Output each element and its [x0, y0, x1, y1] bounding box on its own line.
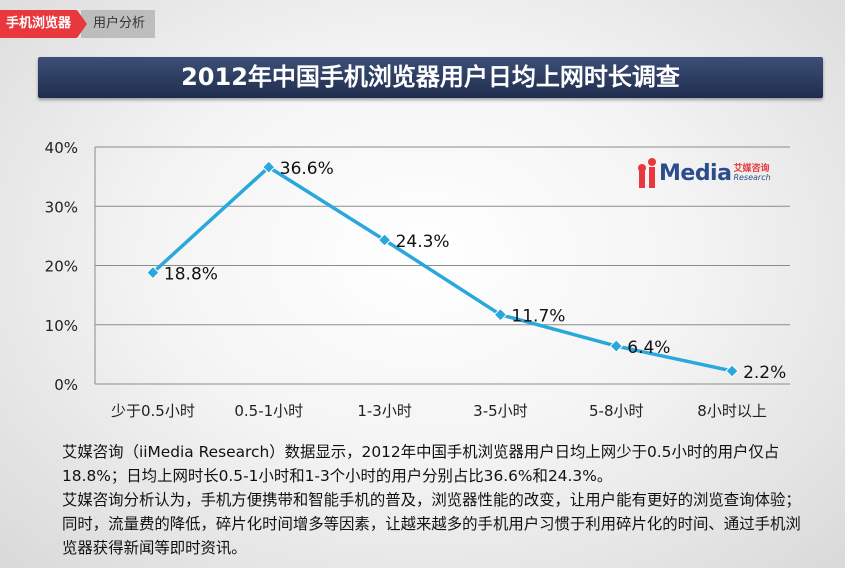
breadcrumb: 手机浏览器 用户分析 [0, 10, 156, 38]
x-axis-ticks: 少于0.5小时 0.5-1小时 1-3小时 3-5小时 5-8小时 8小时以上 [111, 402, 767, 420]
y-tick-label: 10% [45, 317, 78, 335]
x-tick-label: 0.5-1小时 [234, 402, 303, 420]
page-title: 2012年中国手机浏览器用户日均上网时长调查 [38, 57, 823, 98]
y-tick-label: 40% [45, 139, 78, 157]
description-paragraph: 艾媒咨询（iiMedia Research）数据显示，2012年中国手机浏览器用… [62, 443, 780, 485]
data-label: 24.3% [396, 232, 450, 252]
data-point [609, 339, 623, 353]
iimedia-logo: Media 艾媒咨询 Research [638, 158, 771, 188]
data-label: 18.8% [164, 265, 218, 285]
y-tick-label: 20% [45, 258, 78, 276]
data-label: 6.4% [627, 338, 670, 358]
x-tick-label: 8小时以上 [697, 402, 767, 420]
logo-i-icon [648, 158, 656, 188]
x-tick-label: 5-8小时 [589, 402, 644, 420]
breadcrumb-section[interactable]: 手机浏览器 [0, 10, 87, 38]
data-labels: 18.8% 36.6% 24.3% 11.7% 6.4% 2.2% [164, 159, 786, 383]
series-line [151, 165, 733, 373]
data-label: 36.6% [280, 159, 334, 179]
logo-word: Media [659, 160, 732, 186]
logo-cn: 艾媒咨询 [733, 163, 770, 174]
x-tick-label: 3-5小时 [473, 402, 528, 420]
data-point [725, 364, 739, 378]
series-points [146, 160, 739, 378]
y-axis-ticks: 0% 10% 20% 30% 40% [45, 139, 78, 394]
data-point [377, 233, 392, 247]
description-paragraph: 艾媒咨询分析认为，手机方便携带和智能手机的普及，浏览器性能的改变，让用户能有更好… [62, 491, 801, 557]
y-tick-label: 0% [54, 376, 78, 394]
data-point [146, 265, 160, 280]
description: 艾媒咨询（iiMedia Research）数据显示，2012年中国手机浏览器用… [62, 440, 802, 560]
line-chart: 0% 10% 20% 30% 40% 少于0.5小时 0.5-1小时 1-3小时 3-5小时 5… [45, 139, 790, 420]
x-tick-label: 少于0.5小时 [111, 402, 195, 420]
data-point [493, 307, 508, 322]
data-point [262, 160, 276, 174]
y-tick-label: 30% [45, 198, 78, 216]
data-label: 11.7% [511, 307, 565, 327]
chart-grid [94, 146, 790, 385]
logo-en: Research [733, 172, 771, 182]
data-label: 2.2% [743, 363, 786, 383]
x-tick-label: 1-3小时 [357, 402, 412, 420]
logo-i-icon [638, 164, 646, 188]
breadcrumb-page[interactable]: 用户分析 [81, 10, 156, 38]
